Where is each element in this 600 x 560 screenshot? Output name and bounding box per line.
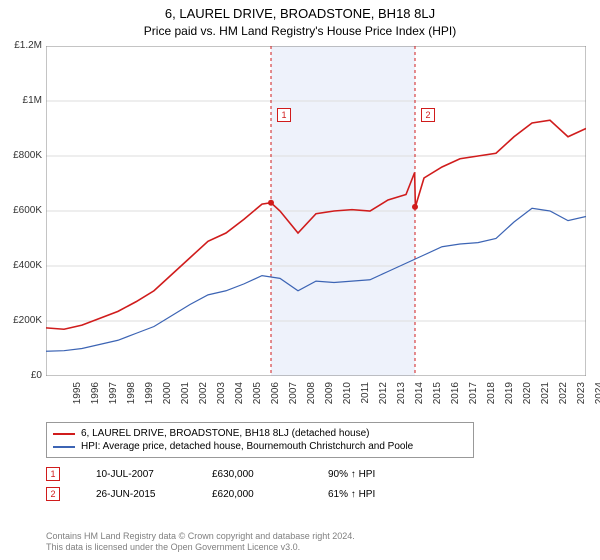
x-tick-label: 1995 — [72, 382, 83, 412]
x-tick-label: 2021 — [540, 382, 551, 412]
legend-label: HPI: Average price, detached house, Bour… — [81, 441, 413, 452]
chart-title: 6, LAUREL DRIVE, BROADSTONE, BH18 8LJ — [0, 0, 600, 21]
sale-row: 2 26-JUN-2015 £620,000 61% ↑ HPI — [46, 484, 408, 504]
sale-price: £620,000 — [212, 489, 292, 500]
x-tick-label: 2017 — [468, 382, 479, 412]
y-tick-label: £600K — [2, 205, 42, 216]
x-tick-label: 2011 — [360, 382, 371, 412]
x-tick-label: 2005 — [252, 382, 263, 412]
x-tick-label: 2003 — [216, 382, 227, 412]
chart-svg — [46, 46, 586, 376]
legend-item: HPI: Average price, detached house, Bour… — [53, 440, 467, 453]
x-tick-label: 2016 — [450, 382, 461, 412]
sale-date: 26-JUN-2015 — [96, 489, 176, 500]
chart-plot-area — [46, 46, 586, 376]
x-tick-label: 2009 — [324, 382, 335, 412]
x-tick-label: 1996 — [90, 382, 101, 412]
sale-date: 10-JUL-2007 — [96, 469, 176, 480]
sale-hpi-pct: 61% ↑ HPI — [328, 489, 408, 500]
y-tick-label: £400K — [2, 260, 42, 271]
x-tick-label: 2001 — [180, 382, 191, 412]
y-tick-label: £1.2M — [2, 40, 42, 51]
legend-swatch — [53, 433, 75, 435]
x-tick-label: 2015 — [432, 382, 443, 412]
x-tick-label: 2004 — [234, 382, 245, 412]
y-tick-label: £1M — [2, 95, 42, 106]
x-tick-label: 1999 — [144, 382, 155, 412]
sale-price: £630,000 — [212, 469, 292, 480]
sale-row: 1 10-JUL-2007 £630,000 90% ↑ HPI — [46, 464, 408, 484]
x-tick-label: 2020 — [522, 382, 533, 412]
sale-marker-2: 2 — [421, 108, 435, 122]
y-tick-label: £200K — [2, 315, 42, 326]
legend: 6, LAUREL DRIVE, BROADSTONE, BH18 8LJ (d… — [46, 422, 474, 458]
chart-subtitle: Price paid vs. HM Land Registry's House … — [0, 21, 600, 42]
sale-marker-box: 2 — [46, 487, 60, 501]
x-tick-label: 2007 — [288, 382, 299, 412]
legend-swatch — [53, 446, 75, 448]
x-tick-label: 1997 — [108, 382, 119, 412]
legend-item: 6, LAUREL DRIVE, BROADSTONE, BH18 8LJ (d… — [53, 427, 467, 440]
x-tick-label: 2022 — [558, 382, 569, 412]
sales-table: 1 10-JUL-2007 £630,000 90% ↑ HPI 2 26-JUN-201… — [46, 464, 408, 504]
x-tick-label: 2023 — [576, 382, 587, 412]
x-tick-label: 2014 — [414, 382, 425, 412]
x-tick-label: 2013 — [396, 382, 407, 412]
x-tick-label: 2024 — [594, 382, 600, 412]
x-tick-label: 2012 — [378, 382, 389, 412]
chart-container: 6, LAUREL DRIVE, BROADSTONE, BH18 8LJ Pr… — [0, 0, 600, 560]
footer-attribution: Contains HM Land Registry data © Crown c… — [46, 531, 355, 554]
y-tick-label: £800K — [2, 150, 42, 161]
footer-line2: This data is licensed under the Open Gov… — [46, 542, 355, 554]
x-tick-label: 2008 — [306, 382, 317, 412]
sale-marker-1: 1 — [277, 108, 291, 122]
sale-hpi-pct: 90% ↑ HPI — [328, 469, 408, 480]
x-tick-label: 1998 — [126, 382, 137, 412]
legend-label: 6, LAUREL DRIVE, BROADSTONE, BH18 8LJ (d… — [81, 428, 369, 439]
sale-marker-box: 1 — [46, 467, 60, 481]
x-tick-label: 2019 — [504, 382, 515, 412]
x-tick-label: 2000 — [162, 382, 173, 412]
x-tick-label: 2018 — [486, 382, 497, 412]
y-tick-label: £0 — [2, 370, 42, 381]
x-tick-label: 2006 — [270, 382, 281, 412]
x-tick-label: 2002 — [198, 382, 209, 412]
footer-line1: Contains HM Land Registry data © Crown c… — [46, 531, 355, 543]
x-tick-label: 2010 — [342, 382, 353, 412]
